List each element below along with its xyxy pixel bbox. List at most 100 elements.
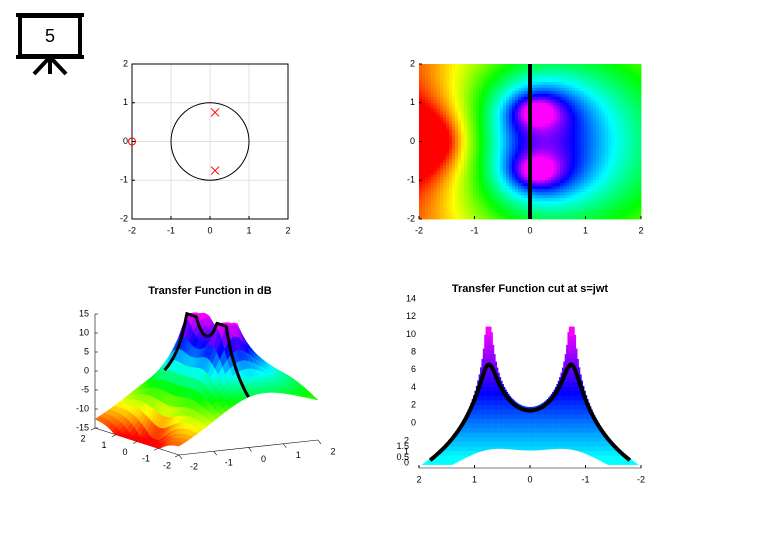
heatmap-cell (572, 150, 576, 154)
heatmap-cell (506, 189, 510, 193)
heatmap-cell (449, 135, 453, 139)
heatmap-cell (533, 138, 537, 142)
chart-title: Transfer Function cut at s=jwt (452, 283, 609, 295)
heatmap-cell (593, 177, 597, 181)
heatmap-cell (431, 111, 435, 116)
heatmap-cell (452, 192, 456, 196)
surface-strip (457, 446, 460, 452)
heatmap-cell (623, 201, 627, 205)
heatmap-cell (560, 183, 564, 187)
heatmap-cell (551, 153, 555, 157)
heatmap-cell (563, 132, 567, 136)
heatmap-cell (548, 90, 552, 95)
heatmap-cell (617, 114, 621, 119)
heatmap-cell (539, 81, 543, 86)
heatmap-cell (455, 66, 459, 71)
heatmap-cell (524, 102, 528, 107)
heatmap-cell (629, 189, 633, 193)
heatmap-cell (635, 69, 639, 74)
heatmap-cell (611, 99, 615, 104)
heatmap-cell (446, 114, 450, 119)
heatmap-cell (425, 111, 429, 116)
heatmap-cell (524, 138, 528, 142)
heatmap-cell (470, 138, 474, 142)
heatmap-cell (566, 120, 570, 125)
heatmap-cell (584, 108, 588, 113)
heatmap-cell (560, 141, 564, 145)
heatmap-cell (557, 120, 561, 125)
heatmap-cell (626, 216, 630, 220)
heatmap-cell (494, 66, 498, 71)
heatmap-cell (458, 204, 462, 208)
heatmap-cell (434, 114, 438, 119)
heatmap-cell (458, 90, 462, 95)
heatmap-cell (473, 171, 477, 175)
heatmap-cell (551, 66, 555, 71)
heatmap-cell (551, 138, 555, 142)
heatmap-cell (464, 204, 468, 208)
heatmap-cell (488, 147, 492, 151)
heatmap-cell (491, 126, 495, 130)
heatmap-cell (458, 159, 462, 163)
heatmap-cell (581, 213, 585, 217)
heatmap-cell (461, 150, 465, 154)
surface-strip (439, 460, 442, 465)
heatmap-cell (500, 141, 504, 145)
heatmap-cell (464, 123, 468, 127)
heatmap-cell (533, 168, 537, 172)
heatmap-cell (593, 123, 597, 127)
heatmap-cell (572, 159, 576, 163)
heatmap-cell (620, 198, 624, 202)
heatmap-cell (500, 192, 504, 196)
surface-strip (443, 450, 446, 456)
heatmap-cell (638, 150, 642, 154)
heatmap-cell (575, 132, 579, 136)
x-tick-label: -2 (415, 225, 423, 235)
heatmap-cell (512, 153, 516, 157)
heatmap-cell (599, 111, 603, 116)
heatmap-cell (542, 132, 546, 136)
heatmap-cell (602, 144, 606, 148)
heatmap-cell (575, 207, 579, 211)
tick-mark (90, 427, 96, 431)
heatmap-cell (635, 141, 639, 145)
heatmap-cell (440, 105, 444, 110)
heatmap-cell (638, 144, 642, 148)
heatmap-cell (539, 64, 543, 68)
heatmap-cell (470, 192, 474, 196)
heatmap-cell (629, 183, 633, 187)
heatmap-cell (458, 81, 462, 86)
heatmap-cell (422, 162, 426, 166)
heatmap-cell (596, 201, 600, 205)
heatmap-cell (497, 96, 501, 101)
heatmap-cell (482, 120, 486, 125)
heatmap-cell (455, 99, 459, 104)
heatmap-cell (485, 192, 489, 196)
heatmap-cell (539, 156, 543, 160)
heatmap-cell (566, 165, 570, 169)
heatmap-cell (515, 96, 519, 101)
heatmap-cell (584, 201, 588, 205)
heatmap-cell (575, 111, 579, 116)
heatmap-cell (482, 150, 486, 154)
heatmap-cell (518, 147, 522, 151)
heatmap-cell (536, 75, 540, 80)
heatmap-cell (440, 78, 444, 83)
heatmap-cell (533, 198, 537, 202)
heatmap-cell (449, 126, 453, 130)
heatmap-cell (503, 213, 507, 217)
heatmap-cell (614, 126, 618, 130)
heatmap-cell (440, 114, 444, 119)
heatmap-cell (467, 168, 471, 172)
heatmap-cell (440, 216, 444, 220)
heatmap-cell (452, 66, 456, 71)
heatmap-cell (611, 123, 615, 127)
heatmap-cell (422, 147, 426, 151)
pole-marker (210, 108, 220, 117)
heatmap-cell (431, 198, 435, 202)
heatmap-cell (470, 93, 474, 98)
heatmap-cell (491, 132, 495, 136)
heatmap-cell (431, 105, 435, 110)
heatmap-cell (566, 144, 570, 148)
heatmap-cell (569, 210, 573, 214)
